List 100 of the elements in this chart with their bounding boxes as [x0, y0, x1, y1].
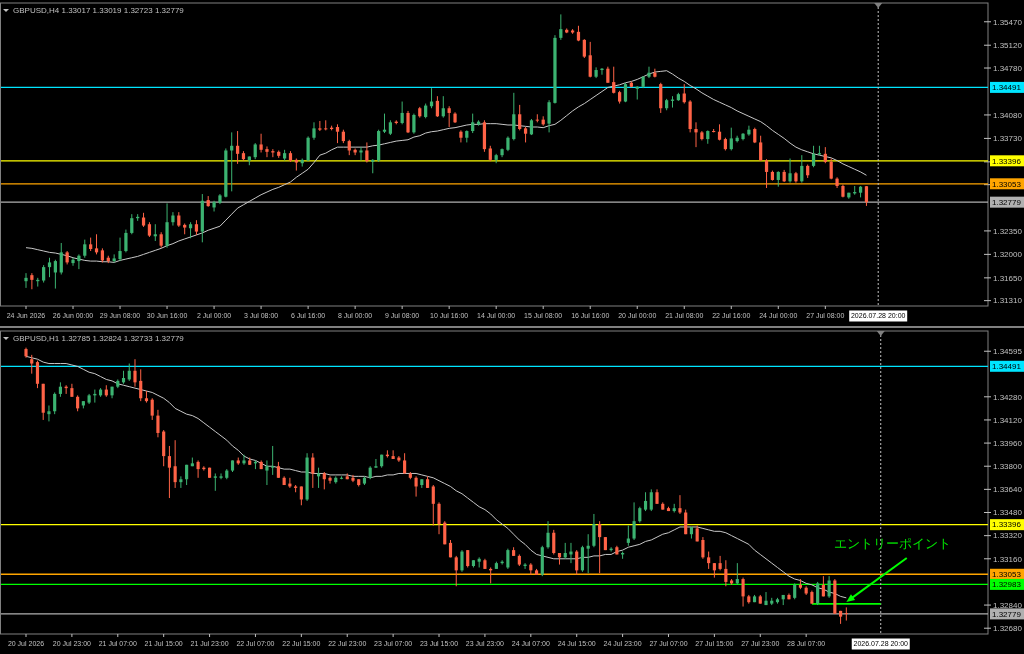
- candlestick: [552, 529, 556, 555]
- candlestick: [764, 591, 768, 606]
- y-tick-label: 1.33320: [993, 531, 1023, 541]
- candlestick: [35, 360, 40, 389]
- candlestick: [600, 67, 604, 76]
- y-tick-label: 1.33160: [993, 554, 1023, 564]
- candlestick: [242, 454, 246, 466]
- candlestick: [311, 452, 315, 489]
- candlestick: [575, 549, 579, 576]
- candlestick: [759, 135, 763, 162]
- candlestick: [729, 127, 733, 151]
- y-tick-label: 1.34280: [993, 392, 1023, 402]
- y-tick-label: 1.32000: [993, 250, 1023, 260]
- candlestick: [335, 123, 340, 144]
- candlestick: [139, 368, 143, 402]
- annotation: エントリーポイント: [834, 536, 952, 551]
- candlestick: [441, 95, 445, 119]
- candlestick: [864, 185, 869, 207]
- candlestick: [130, 213, 134, 235]
- candlestick: [265, 145, 269, 158]
- candlestick: [506, 548, 510, 570]
- candlestick: [518, 104, 522, 131]
- candlestick: [171, 211, 175, 227]
- candlestick: [30, 272, 34, 290]
- candlestick: [406, 110, 410, 134]
- candlestick: [582, 38, 586, 59]
- candlestick: [299, 485, 303, 506]
- y-tick-label: 1.33960: [993, 438, 1023, 448]
- candlestick: [324, 119, 328, 131]
- ref-line-label: 1.33396: [992, 156, 1022, 166]
- candlestick: [643, 491, 648, 512]
- candlestick: [359, 146, 363, 162]
- y-tick-label: 1.33730: [993, 134, 1023, 144]
- candlestick: [747, 125, 751, 137]
- candlestick: [612, 66, 616, 94]
- candlestick: [454, 555, 458, 587]
- candlestick: [167, 445, 171, 499]
- candlestick: [265, 459, 269, 486]
- chart-title: GBPUSD,H4 1.33017 1.33019 1.32723 1.32779: [13, 6, 185, 16]
- y-tick-label: 1.34780: [993, 63, 1023, 73]
- y-tick-label: 1.32350: [993, 226, 1023, 236]
- candlestick: [684, 509, 688, 535]
- candlestick: [559, 13, 563, 41]
- candlestick: [816, 581, 820, 606]
- candlestick: [259, 133, 263, 153]
- candlestick: [271, 445, 275, 476]
- y-tick-label: 1.34595: [993, 347, 1023, 357]
- candlestick: [412, 113, 416, 135]
- candlestick: [682, 83, 686, 105]
- y-tick-label: 1.31650: [993, 273, 1023, 283]
- candlestick: [447, 105, 451, 128]
- candlestick: [53, 391, 57, 415]
- candlestick: [471, 113, 475, 134]
- candlestick: [312, 121, 316, 141]
- candlestick: [318, 120, 322, 132]
- candlestick: [400, 101, 404, 125]
- candlestick: [24, 272, 28, 289]
- candlestick: [701, 536, 705, 560]
- candlestick: [435, 95, 440, 118]
- y-tick-label: 1.33640: [993, 485, 1023, 495]
- candlestick: [431, 484, 435, 527]
- y-tick-label: 1.32680: [993, 624, 1023, 634]
- candlestick: [592, 513, 596, 548]
- candlestick: [47, 257, 52, 278]
- y-tick-label: 1.33480: [993, 508, 1023, 518]
- y-tick-label: 1.34080: [993, 110, 1023, 120]
- candlestick: [133, 358, 137, 388]
- y-tick-label: 1.35470: [993, 17, 1023, 27]
- candlestick: [156, 409, 160, 438]
- candlestick: [179, 475, 183, 489]
- candlestick: [71, 257, 75, 267]
- candlestick: [77, 253, 81, 270]
- candlestick: [724, 559, 728, 587]
- candlestick: [437, 501, 441, 535]
- candlestick: [391, 449, 395, 460]
- candlestick: [459, 129, 463, 143]
- candlestick: [647, 66, 651, 79]
- candlestick: [678, 494, 682, 515]
- candlestick: [374, 458, 378, 469]
- candlestick: [150, 397, 154, 421]
- ref-line-label: 1.33053: [992, 570, 1022, 580]
- candlestick: [598, 520, 602, 574]
- y-tick-label: 1.34120: [993, 415, 1023, 425]
- candlestick: [547, 99, 551, 133]
- ref-line-label: 1.34491: [992, 83, 1022, 93]
- candlestick: [365, 141, 369, 164]
- candlestick: [306, 135, 310, 162]
- ref-line-label: 1.32779: [992, 197, 1022, 207]
- candlestick: [316, 467, 321, 489]
- y-tick-label: 1.35120: [993, 41, 1023, 51]
- candlestick: [741, 577, 745, 608]
- candlestick: [94, 233, 99, 255]
- y-tick-label: 1.33800: [993, 462, 1023, 472]
- candlestick: [235, 130, 240, 165]
- candlestick: [30, 354, 34, 375]
- candlestick: [165, 202, 169, 249]
- candlestick: [213, 472, 217, 492]
- candlestick: [800, 154, 804, 184]
- candlestick: [351, 474, 355, 483]
- chart-title: GBPUSD,H1 1.32785 1.32824 1.32733 1.32779: [13, 334, 185, 344]
